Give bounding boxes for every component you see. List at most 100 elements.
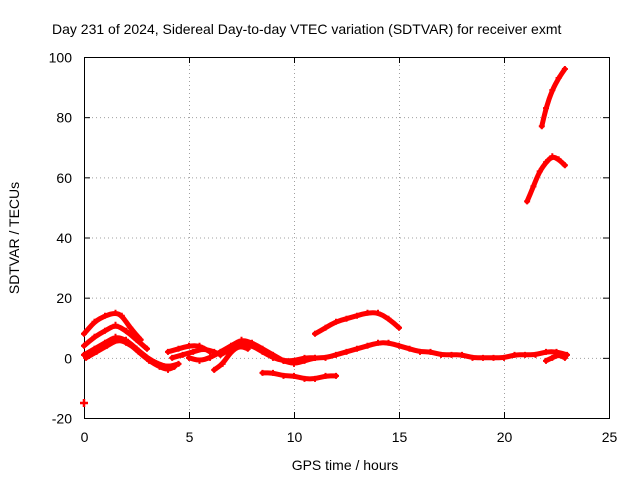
series-s12-point-25 [543, 348, 549, 355]
series-s14-point-1 [549, 354, 556, 361]
series-s15-point-4 [549, 153, 556, 160]
series-s12-point-14 [427, 348, 434, 355]
x-tick-label-4: 20 [497, 429, 513, 445]
series-s12-point-1 [291, 360, 297, 367]
series-s15-point-2 [536, 168, 543, 175]
x-axis-label: GPS time / hours [292, 457, 399, 473]
series-s12-point-5 [333, 351, 339, 358]
series-s11-point-4 [301, 375, 308, 382]
x-tick-label-1: 5 [186, 429, 194, 445]
series-s12-point-19 [480, 354, 486, 361]
series-s7-point-2 [190, 348, 197, 355]
series-s1-point-1 [91, 318, 98, 325]
y-tick-label-0: -20 [52, 411, 72, 427]
series-s3-point-3 [112, 333, 119, 340]
series-s7-point-3 [200, 345, 207, 352]
y-axis-ticks: -20 0 20 40 60 80 100 [49, 50, 609, 427]
series-s2-point-0 [81, 342, 87, 349]
series-s12-point-11 [396, 342, 402, 349]
series-s13-point-4 [354, 312, 360, 319]
series-s1 [81, 310, 144, 343]
x-axis-ticks: 0 5 10 15 20 25 [81, 57, 618, 445]
series-s6-point-2 [186, 342, 192, 349]
series-s12-point-2 [301, 357, 308, 364]
series-s12-point-15 [438, 351, 444, 358]
series-s2-point-6 [144, 345, 150, 352]
series-s15 [524, 154, 568, 204]
series-s10-point-4 [259, 348, 266, 355]
y-tick-label-5: 80 [56, 110, 72, 126]
series-s16-point-1 [543, 105, 549, 112]
series-s13-point-2 [333, 318, 339, 325]
series-s13-point-6 [375, 309, 381, 316]
series-s13 [312, 310, 402, 337]
series-s14-point-2 [555, 351, 562, 358]
series-s12-point-9 [375, 339, 381, 346]
series-s10-point-2 [238, 339, 245, 346]
series-s2-point-2 [102, 327, 108, 334]
series-s12-point-20 [490, 354, 497, 361]
series-s14-point-0 [543, 357, 549, 364]
y-tick-label-3: 40 [56, 230, 72, 246]
series-s13-point-0 [312, 330, 318, 337]
series-s5-point-2 [144, 354, 150, 361]
series-s5-point-3 [154, 360, 161, 367]
series-s9-point-1 [219, 360, 226, 367]
series-s12-point-8 [364, 342, 371, 349]
series-s10-point-0 [217, 351, 224, 358]
series-s11-point-5 [312, 375, 318, 382]
series-s12-point-0 [280, 357, 287, 364]
series-s16-point-0 [538, 123, 545, 130]
series-s13-point-5 [364, 309, 371, 316]
series-s16-point-2 [549, 87, 556, 94]
series-s6-point-0 [165, 348, 171, 355]
y-tick-label-1: 0 [64, 350, 72, 366]
series-s11-point-3 [291, 372, 297, 379]
series-s13-point-7 [385, 315, 392, 322]
series-s12-point-3 [312, 354, 318, 361]
series-s1-point-4 [118, 312, 125, 319]
series-s15-point-6 [561, 162, 568, 169]
series-s12-point-7 [354, 345, 360, 352]
series-s12-point-17 [459, 351, 465, 358]
data-series [80, 66, 570, 407]
series-s16-point-4 [561, 66, 568, 73]
series-s5-point-5 [175, 360, 182, 367]
series-s2-point-3 [112, 321, 119, 328]
series-s12-point-6 [343, 348, 350, 355]
series-s12-point-12 [406, 345, 413, 352]
series-s12-point-10 [385, 339, 392, 346]
series-s8-point-0 [186, 354, 192, 361]
x-tick-label-5: 25 [602, 429, 618, 445]
series-s12-point-22 [511, 351, 518, 358]
series-s2 [81, 323, 150, 352]
series-s4-point-0 [83, 354, 90, 361]
series-s1-point-3 [112, 309, 119, 316]
x-tick-label-3: 15 [392, 429, 408, 445]
x-tick-label-0: 0 [81, 429, 89, 445]
series-s7-point-1 [179, 351, 186, 358]
series-s15-point-3 [543, 159, 549, 166]
series-s12-point-21 [501, 354, 507, 361]
series-s1-point-5 [127, 324, 134, 331]
y-tick-label-2: 20 [56, 290, 72, 306]
series-s8-point-2 [207, 354, 213, 361]
series-s16-point-3 [555, 75, 562, 82]
series-s11-point-0 [259, 369, 266, 376]
series-s5-point-4 [165, 363, 171, 370]
y-tick-label-6: 100 [49, 50, 73, 66]
series-s14-point-3 [561, 354, 568, 361]
y-tick-label-4: 60 [56, 170, 72, 186]
series-s10-point-5 [270, 354, 276, 361]
series-s12-point-16 [448, 351, 455, 358]
series-s10-point-3 [249, 342, 255, 349]
series-s1-point-0 [81, 330, 87, 337]
series-s5-point-1 [133, 345, 140, 352]
series-s13-point-3 [343, 315, 350, 322]
series-s15-point-0 [524, 198, 531, 205]
series-s7-point-0 [169, 354, 176, 361]
series-s11-point-6 [322, 372, 329, 379]
series-s2-point-5 [133, 336, 140, 343]
series-s15-point-1 [530, 183, 537, 190]
